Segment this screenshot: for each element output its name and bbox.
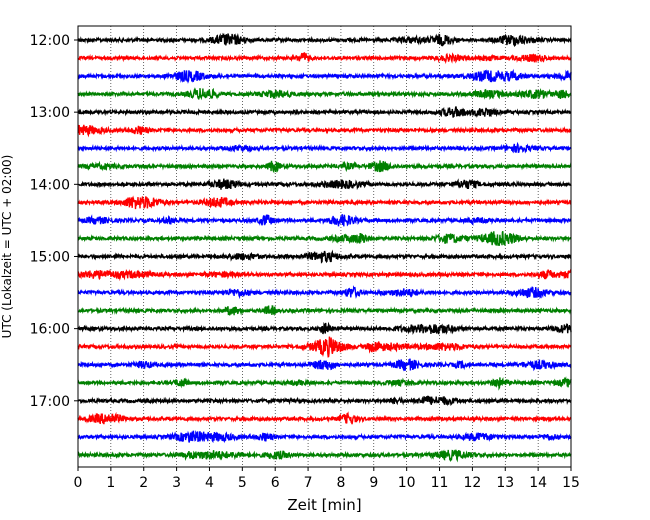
seismogram-trace [77, 178, 572, 191]
x-tick-label: 14 [529, 475, 547, 491]
seismogram-trace [77, 376, 572, 391]
x-axis-label: Zeit [min] [287, 496, 361, 514]
seismogram-trace [77, 124, 572, 138]
y-tick-label: 17:00 [30, 394, 70, 410]
x-tick-label: 13 [496, 475, 514, 491]
seismogram-trace [77, 249, 572, 264]
plot-frame [77, 25, 572, 468]
seismogram-trace [77, 411, 572, 425]
seismogram-trace [77, 195, 572, 210]
seismogram-trace [77, 395, 572, 407]
x-tick-label: 6 [271, 475, 280, 491]
seismogram-trace [77, 160, 572, 174]
seismogram-trace [77, 358, 572, 372]
seismogram-trace [77, 285, 572, 300]
seismogram-trace [77, 141, 572, 154]
y-axis-label: UTC (Lokalzeit = UTC + 02:00) [0, 155, 14, 339]
seismogram-trace [77, 52, 572, 65]
y-axis-ticks: 12:00 13:00 14:00 15:00 16:00 17:00 [30, 33, 78, 410]
x-tick-label: 15 [562, 475, 580, 491]
x-tick-label: 2 [139, 475, 148, 491]
x-tick-label: 3 [172, 475, 181, 491]
seismogram-trace [77, 87, 572, 101]
x-tick-label: 7 [304, 475, 313, 491]
seismogram-trace [77, 448, 572, 463]
seismogram-trace [77, 336, 572, 358]
seismogram-trace [77, 106, 572, 118]
seismogram-trace [77, 268, 572, 282]
seismogram-trace [77, 430, 572, 444]
x-tick-label: 10 [398, 475, 416, 491]
y-tick-label: 15:00 [30, 249, 70, 265]
x-tick-label: 8 [336, 475, 345, 491]
y-tick-label: 13:00 [30, 105, 70, 121]
x-tick-label: 1 [106, 475, 115, 491]
seismogram-trace [77, 305, 572, 316]
y-tick-label: 12:00 [30, 33, 70, 49]
y-tick-label: 14:00 [30, 177, 70, 193]
x-axis-ticks: 0 1 2 3 4 5 6 7 8 9 10 11 12 13 14 15 [74, 467, 580, 491]
x-tick-label: 9 [369, 475, 378, 491]
x-tick-label: 11 [431, 475, 449, 491]
x-tick-label: 4 [205, 475, 214, 491]
seismogram-trace [77, 321, 572, 335]
seismogram-trace [77, 32, 572, 47]
x-tick-label: 5 [238, 475, 247, 491]
seismogram-trace [77, 68, 572, 84]
y-tick-label: 16:00 [30, 322, 70, 338]
seismogram-trace [77, 230, 572, 247]
seismogram-trace [77, 214, 572, 227]
x-tick-label: 12 [463, 475, 481, 491]
x-tick-label: 0 [74, 475, 83, 491]
seismogram-traces [77, 32, 572, 463]
